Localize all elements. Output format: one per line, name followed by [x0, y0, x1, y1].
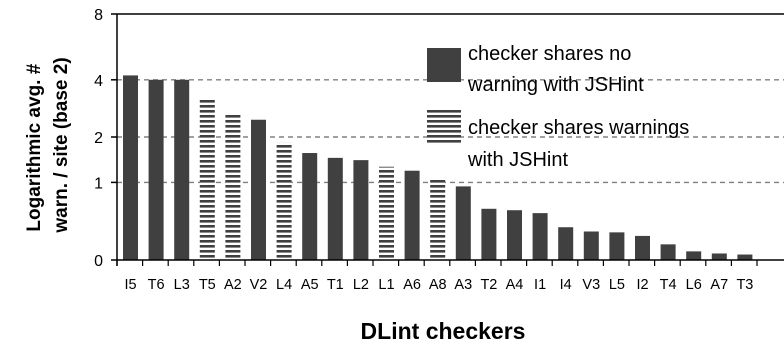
bar-L2 [353, 160, 369, 260]
bar-T6 [148, 79, 164, 260]
bar-L3 [174, 79, 190, 260]
legend-label-striped: checker shares warnings with JSHint [467, 117, 695, 171]
bar-A6 [404, 170, 420, 260]
x-tick-label-A7: A7 [710, 277, 728, 293]
x-tick-label-A3: A3 [454, 277, 472, 293]
bar-A4 [507, 210, 522, 260]
legend-label-solid-line1: checker shares no [468, 43, 631, 65]
bar-L4 [276, 142, 292, 260]
bars [123, 75, 753, 261]
bar-L1 [379, 166, 394, 260]
bar-I5 [123, 75, 138, 260]
y-axis-label-line2: warn. / site (base 2) [51, 57, 72, 233]
x-tick-label-A8: A8 [429, 277, 447, 293]
x-tick-label-T4: T4 [660, 277, 677, 293]
x-tick-label-T5: T5 [199, 277, 216, 293]
y-tick-labels: 0 1 2 4 8 [94, 7, 103, 270]
x-tick-label-L5: L5 [609, 277, 625, 293]
x-tick-label-A4: A4 [506, 277, 524, 293]
legend-swatch-solid [427, 48, 461, 82]
x-tick-label-T3: T3 [736, 277, 753, 293]
x-tick-label-L2: L2 [353, 277, 369, 293]
y-tick-label: 0 [94, 253, 103, 270]
bar-I4 [558, 227, 574, 260]
x-tick-label-I2: I2 [636, 277, 648, 293]
axes [111, 13, 784, 266]
bar-L5 [609, 232, 625, 260]
bar-I2 [635, 235, 650, 260]
bar-V3 [583, 231, 599, 260]
y-axis-label: Logarithmic avg. # warn. / site (base 2) [24, 57, 72, 233]
bar-I1 [532, 213, 548, 260]
bar-V2 [251, 119, 266, 260]
legend-label-solid: checker shares no warning with JSHint [467, 43, 644, 96]
y-tick-label: 8 [94, 7, 103, 24]
x-tick-label-I1: I1 [534, 277, 546, 293]
bar-T2 [481, 208, 497, 260]
legend-label-solid-line2: warning with JSHint [467, 74, 644, 96]
legend: checker shares no warning with JSHint ch… [427, 43, 695, 171]
x-tick-label-T2: T2 [480, 277, 497, 293]
x-tick-label-V2: V2 [250, 277, 268, 293]
y-tick-label: 4 [94, 73, 103, 90]
x-tick-label-I4: I4 [560, 277, 572, 293]
x-axis-label: DLint checkers [361, 318, 526, 344]
x-tick-label-L1: L1 [378, 277, 394, 293]
bar-L6 [686, 251, 702, 260]
bar-T3 [737, 254, 753, 260]
y-tick-label: 1 [94, 175, 103, 192]
bar-A5 [302, 153, 318, 260]
bar-A2 [225, 113, 241, 261]
bar-T5 [199, 99, 215, 260]
bar-T1 [327, 157, 343, 260]
legend-label-striped-line1: checker shares warnings [468, 117, 689, 139]
x-tick-label-A6: A6 [403, 277, 421, 293]
bar-T4 [660, 244, 676, 260]
x-tick-label-A2: A2 [224, 277, 242, 293]
x-tick-label-L3: L3 [174, 277, 190, 293]
x-tick-label-A5: A5 [301, 277, 319, 293]
y-tick-label: 2 [94, 130, 103, 147]
legend-label-striped-line2: with JSHint [467, 149, 568, 171]
bar-A8 [430, 178, 446, 260]
x-tick-label-T1: T1 [327, 277, 344, 293]
legend-swatch-striped [427, 110, 461, 144]
x-tick-labels: I5 T6 L3 T5 A2 V2 L4 A5 T1 L2 L1 A6 A8 A3 T2 A4 I1 I4 V3 L5… [124, 277, 753, 293]
x-tick-label-L4: L4 [276, 277, 292, 293]
bar-A3 [455, 186, 471, 260]
bar-A7 [711, 253, 727, 260]
x-tick-label-V3: V3 [582, 277, 600, 293]
x-tick-label-L6: L6 [686, 277, 702, 293]
y-axis-label-line1: Logarithmic avg. # [24, 63, 45, 231]
x-tick-label-I5: I5 [124, 277, 136, 293]
x-tick-label-T6: T6 [148, 277, 165, 293]
